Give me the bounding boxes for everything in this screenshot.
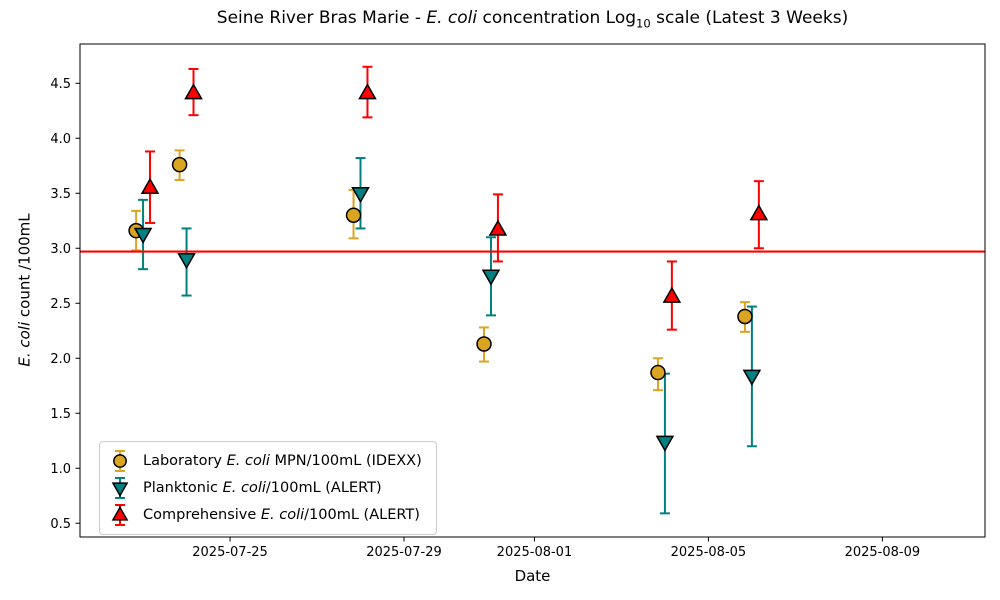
y-tick-label: 4.5: [50, 77, 71, 92]
comprehensive-marker: [358, 83, 377, 100]
planktonic-marker: [481, 269, 501, 286]
planktonic-marker: [655, 435, 675, 452]
x-tick-label: 2025-08-01: [497, 545, 573, 560]
y-tick-label: 4.0: [50, 132, 71, 147]
x-tick-label: 2025-07-25: [192, 545, 268, 560]
y-tick-label: 3.5: [50, 187, 71, 202]
y-tick-label: 2.5: [50, 297, 71, 312]
y-tick-label: 1.0: [50, 462, 71, 477]
x-axis-label: Date: [514, 567, 551, 585]
y-tick-label: 0.5: [50, 517, 71, 532]
laboratory-legend-marker-icon: [113, 450, 127, 472]
legend-item-laboratory: Laboratory E. coli MPN/100mL (IDEXX): [109, 448, 422, 474]
y-tick-label: 1.5: [50, 407, 71, 422]
x-tick-label: 2025-08-05: [671, 545, 747, 560]
legend-label-laboratory: Laboratory E. coli MPN/100mL (IDEXX): [143, 453, 422, 469]
legend-item-planktonic: Planktonic E. coli/100mL (ALERT): [109, 475, 422, 501]
y-tick-label: 2.0: [50, 352, 71, 367]
legend-item-comprehensive: Comprehensive E. coli/100mL (ALERT): [109, 502, 422, 528]
laboratory-marker: [737, 308, 753, 325]
comprehensive-legend-marker-icon: [111, 504, 129, 526]
planktonic-legend-marker-icon: [111, 477, 129, 499]
planktonic-marker: [351, 187, 370, 204]
planktonic-marker: [177, 253, 196, 270]
comprehensive-marker: [749, 204, 769, 221]
x-tick-label: 2025-08-09: [845, 545, 921, 560]
laboratory-marker: [171, 156, 188, 173]
plot-spines: [79, 43, 986, 538]
laboratory-marker: [476, 336, 492, 352]
comprehensive-marker: [184, 83, 203, 100]
planktonic-marker: [133, 227, 153, 244]
comprehensive-marker: [488, 219, 508, 236]
legend-label-planktonic: Planktonic E. coli/100mL (ALERT): [143, 480, 382, 496]
laboratory-marker: [345, 207, 362, 224]
comprehensive-marker: [140, 177, 160, 195]
y-tick-label: 3.0: [50, 242, 71, 257]
comprehensive-marker: [662, 286, 682, 303]
legend-label-comprehensive: Comprehensive E. coli/100mL (ALERT): [143, 507, 420, 523]
chart-title: Seine River Bras Marie - E. coli concent…: [216, 8, 849, 31]
planktonic-marker: [742, 369, 762, 386]
legend: Laboratory E. coli MPN/100mL (IDEXX) Plan…: [99, 441, 437, 535]
x-tick-label: 2025-07-29: [366, 545, 442, 560]
laboratory-marker: [650, 364, 666, 381]
